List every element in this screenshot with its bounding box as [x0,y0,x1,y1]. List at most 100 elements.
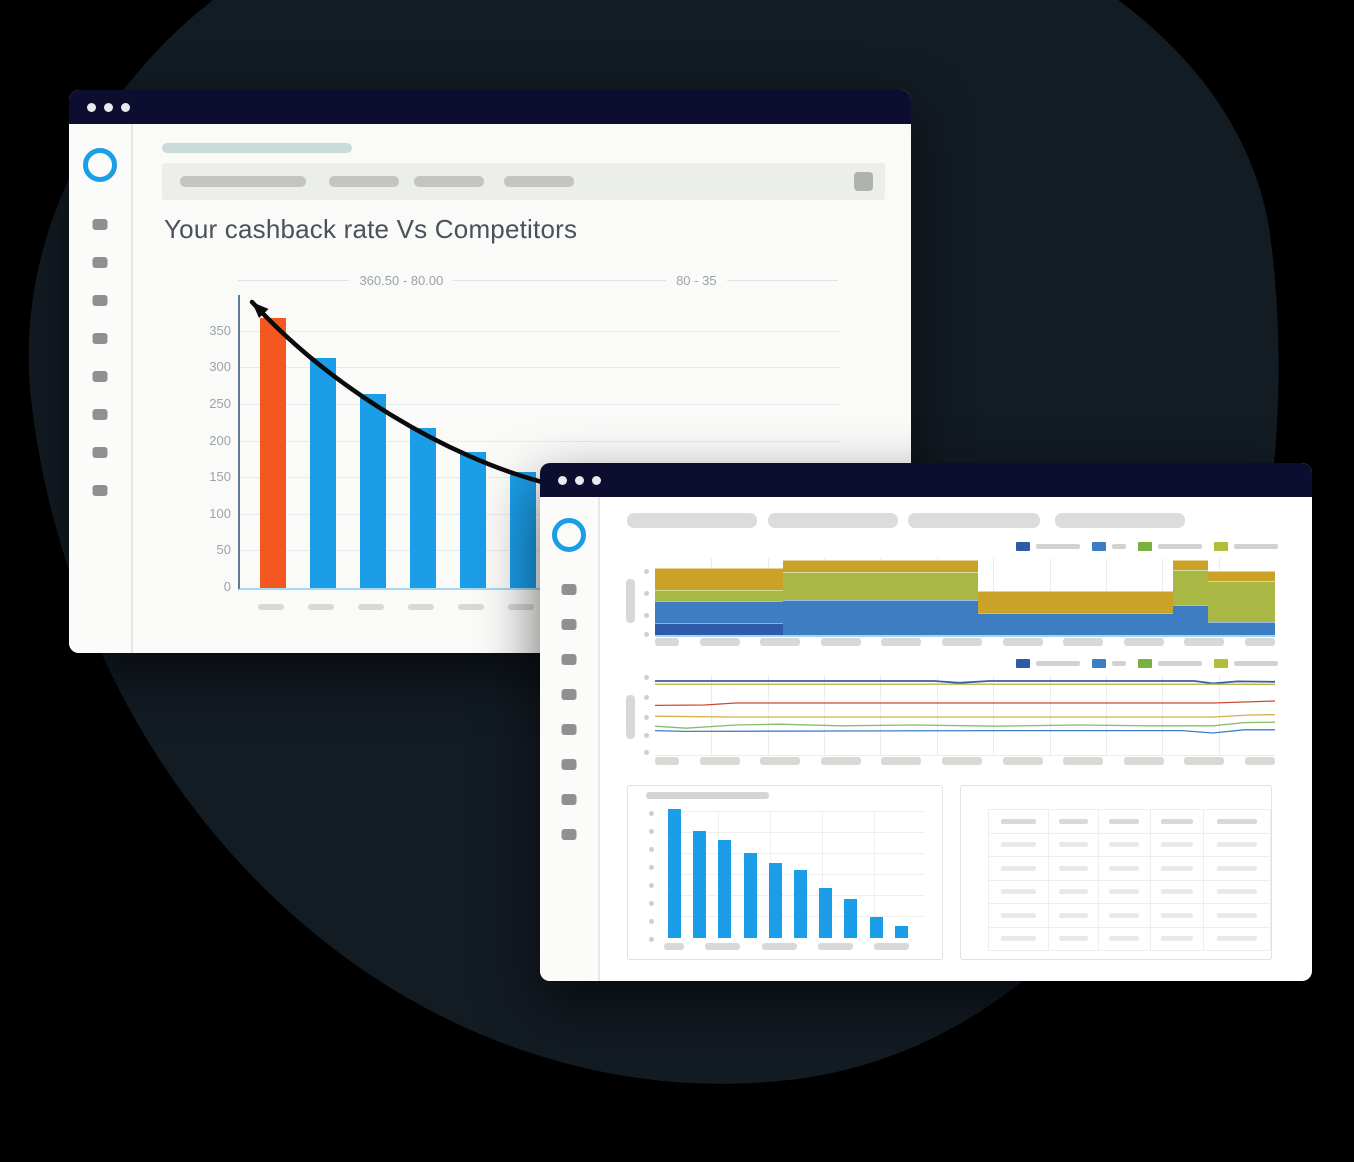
ranked-bar-chart [628,786,942,959]
stack-segment [1173,558,1208,635]
legend-label-placeholder [1158,544,1202,549]
toolbar-action-button[interactable] [854,172,873,191]
cell-value-placeholder [1161,913,1193,918]
legend-item[interactable] [1092,542,1126,551]
x-tick-placeholder [1124,638,1164,646]
legend-swatch-icon [1214,542,1228,551]
window1-toolbar [162,163,885,200]
x-tick-placeholder [655,638,679,646]
traffic-light-dot[interactable] [121,103,130,112]
sidebar-item-icon[interactable] [562,619,577,630]
nav-menu-placeholder[interactable] [627,513,757,528]
traffic-light-dot[interactable] [575,476,584,485]
sidebar-item-icon[interactable] [93,371,108,382]
toolbar-menu-placeholder[interactable] [414,176,484,187]
table-cell [1204,810,1271,834]
traffic-light-dot[interactable] [87,103,96,112]
toolbar-menu-placeholder[interactable] [329,176,399,187]
y-tick-label: 100 [193,506,231,521]
legend-item[interactable] [1214,659,1278,668]
y-axis-scroll-pill[interactable] [626,579,635,623]
legend-item[interactable] [1016,659,1080,668]
table-cell [1150,904,1204,928]
table-cell [1204,833,1271,857]
chart-bar [895,926,908,938]
legend-item[interactable] [1016,542,1080,551]
traffic-light-dot[interactable] [558,476,567,485]
nav-menu-placeholder[interactable] [908,513,1040,528]
table-cell [1048,904,1098,928]
y-tick-label: 0 [193,579,231,594]
nav-menu-placeholder[interactable] [768,513,898,528]
app-logo-ring-icon[interactable] [83,148,117,182]
sidebar-item-icon[interactable] [562,724,577,735]
window2-content [600,497,1312,981]
line-series-blue [655,730,1275,733]
y-tick-dot [644,569,649,574]
legend-item[interactable] [1138,659,1202,668]
cell-value-placeholder [1217,889,1256,894]
sidebar-item-icon[interactable] [562,794,577,805]
legend-swatch-icon [1016,659,1030,668]
y-tick-dot [644,695,649,700]
y-axis-scroll-pill[interactable] [626,695,635,739]
y-tick-dot [644,591,649,596]
traffic-light-dot[interactable] [104,103,113,112]
chart-bar [693,831,706,938]
x-tick-placeholder [655,757,679,765]
cell-value-placeholder [1161,842,1193,847]
x-tick-placeholder [1124,757,1164,765]
y-tick-label: 150 [193,469,231,484]
divider-line [238,280,349,281]
x-tick-placeholder [1245,757,1275,765]
table-cell [1048,810,1098,834]
sidebar-item-icon[interactable] [93,485,108,496]
window-analytics-dashboard [540,463,1312,981]
window1-titlebar[interactable] [69,90,911,124]
x-tick-placeholder [1184,638,1224,646]
nav-menu-placeholder[interactable] [1055,513,1185,528]
sidebar-item-icon[interactable] [562,689,577,700]
legend-item[interactable] [1138,542,1202,551]
legend-swatch-icon [1138,542,1152,551]
y-tick-dot [644,613,649,618]
y-tick-dot [649,901,654,906]
table-cell [1098,880,1150,904]
stacked-chart-legend[interactable] [1016,541,1278,551]
sidebar-item-icon[interactable] [93,409,108,420]
line-chart-legend[interactable] [1016,658,1278,668]
sidebar-item-icon[interactable] [93,295,108,306]
toolbar-menu-placeholder[interactable] [504,176,574,187]
sidebar-item-icon[interactable] [93,333,108,344]
toolbar-menu-placeholder[interactable] [180,176,306,187]
sidebar-item-icon[interactable] [93,447,108,458]
sidebar-item-icon[interactable] [562,584,577,595]
sidebar-item-icon[interactable] [562,829,577,840]
legend-label-placeholder [1036,544,1080,549]
cell-value-placeholder [1161,866,1193,871]
legend-swatch-icon [1092,659,1106,668]
stack-layer-blue [1173,605,1208,635]
stack-layer-yellow [783,560,978,572]
cell-value-placeholder [1001,819,1036,824]
sidebar-item-icon[interactable] [93,257,108,268]
window2-titlebar[interactable] [540,463,1312,497]
sidebar-item-icon[interactable] [562,654,577,665]
x-tick-placeholder [358,604,384,610]
app-logo-ring-icon[interactable] [552,518,586,552]
chart-bar [870,917,883,938]
traffic-light-dot[interactable] [592,476,601,485]
y-tick-dot [644,733,649,738]
chart-bar [769,863,782,938]
table-cell [1204,904,1271,928]
sidebar-item-icon[interactable] [93,219,108,230]
x-tick-placeholder [881,638,921,646]
legend-item[interactable] [1092,659,1126,668]
sidebar-item-icon[interactable] [562,759,577,770]
stack-segment [1208,558,1275,635]
table-cell [989,810,1049,834]
cell-value-placeholder [1217,842,1256,847]
legend-item[interactable] [1214,542,1278,551]
line-series-tan [655,715,1275,717]
table-cell [1204,857,1271,881]
